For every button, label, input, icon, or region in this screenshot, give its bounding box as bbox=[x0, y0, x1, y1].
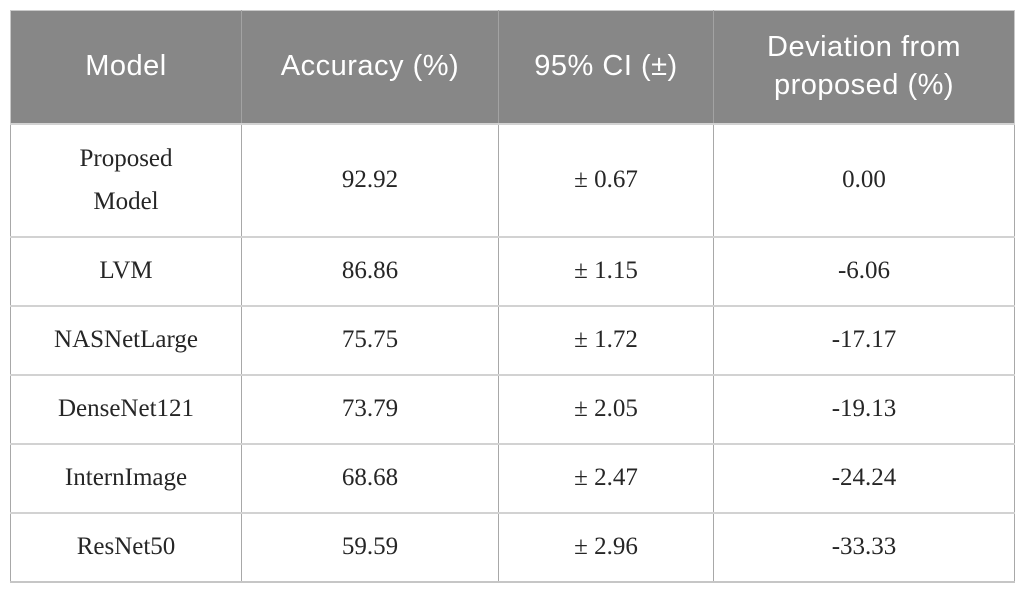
header-row: Model Accuracy (%) 95% CI (±) Deviation … bbox=[10, 10, 1015, 125]
deviation-cell: -19.13 bbox=[713, 374, 1015, 445]
results-table-container: Model Accuracy (%) 95% CI (±) Deviation … bbox=[10, 10, 1015, 583]
model-name: DenseNet121 bbox=[57, 395, 195, 423]
table-row: LVM 86.86 ± 1.15 -6.06 bbox=[10, 236, 1015, 307]
table-row: Proposed Model 92.92 ± 0.67 0.00 bbox=[10, 123, 1015, 238]
accuracy-cell: 86.86 bbox=[241, 236, 499, 307]
header-cell-ci: 95% CI (±) bbox=[498, 10, 714, 125]
accuracy-cell: 73.79 bbox=[241, 374, 499, 445]
model-cell: NASNetLarge bbox=[10, 305, 242, 376]
table-row: ResNet50 59.59 ± 2.96 -33.33 bbox=[10, 512, 1015, 583]
ci-cell: ± 2.96 bbox=[498, 512, 714, 583]
model-comparison-table: Model Accuracy (%) 95% CI (±) Deviation … bbox=[10, 10, 1015, 583]
model-cell: InternImage bbox=[10, 443, 242, 514]
model-name: Proposed Model bbox=[79, 145, 173, 216]
table-header: Model Accuracy (%) 95% CI (±) Deviation … bbox=[10, 10, 1015, 125]
deviation-cell: -33.33 bbox=[713, 512, 1015, 583]
model-name: LVM bbox=[99, 257, 153, 285]
table-row: DenseNet121 73.79 ± 2.05 -19.13 bbox=[10, 374, 1015, 445]
deviation-cell: 0.00 bbox=[713, 123, 1015, 238]
model-name: NASNetLarge bbox=[54, 326, 198, 354]
accuracy-cell: 59.59 bbox=[241, 512, 499, 583]
accuracy-cell: 92.92 bbox=[241, 123, 499, 238]
ci-cell: ± 2.47 bbox=[498, 443, 714, 514]
model-cell: Proposed Model bbox=[10, 123, 242, 238]
model-cell: ResNet50 bbox=[10, 512, 242, 583]
model-cell: DenseNet121 bbox=[10, 374, 242, 445]
model-cell: LVM bbox=[10, 236, 242, 307]
model-name: InternImage bbox=[64, 464, 188, 492]
accuracy-cell: 68.68 bbox=[241, 443, 499, 514]
deviation-cell: -6.06 bbox=[713, 236, 1015, 307]
deviation-cell: -17.17 bbox=[713, 305, 1015, 376]
table-body: Proposed Model 92.92 ± 0.67 0.00 LVM 86.… bbox=[10, 123, 1015, 583]
deviation-cell: -24.24 bbox=[713, 443, 1015, 514]
header-cell-model: Model bbox=[10, 10, 242, 125]
ci-cell: ± 2.05 bbox=[498, 374, 714, 445]
ci-cell: ± 1.72 bbox=[498, 305, 714, 376]
header-cell-accuracy: Accuracy (%) bbox=[241, 10, 499, 125]
header-cell-deviation: Deviation from proposed (%) bbox=[713, 10, 1015, 125]
ci-cell: ± 1.15 bbox=[498, 236, 714, 307]
table-row: NASNetLarge 75.75 ± 1.72 -17.17 bbox=[10, 305, 1015, 376]
table-row: InternImage 68.68 ± 2.47 -24.24 bbox=[10, 443, 1015, 514]
model-name: ResNet50 bbox=[76, 533, 176, 561]
accuracy-cell: 75.75 bbox=[241, 305, 499, 376]
ci-cell: ± 0.67 bbox=[498, 123, 714, 238]
